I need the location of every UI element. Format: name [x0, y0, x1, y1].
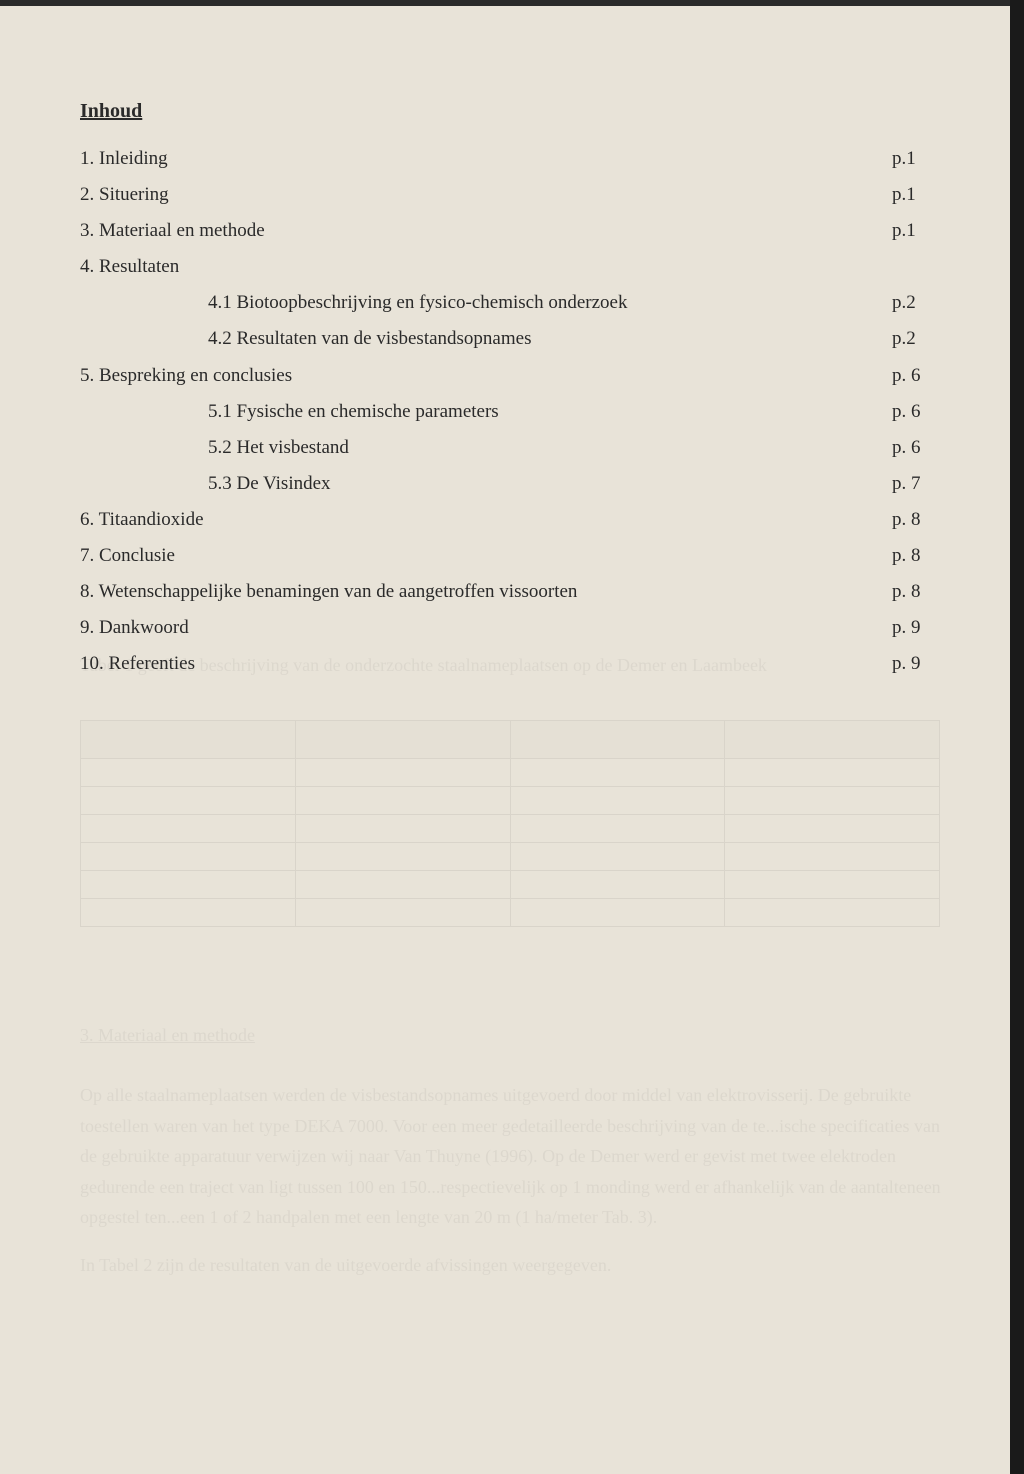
ghost-text-block: Tabel 1 geeft de beschrijving van de ond… [80, 650, 940, 681]
toc-entry-page: p. 9 [884, 610, 944, 646]
toc-entry-page: p. 8 [884, 538, 944, 574]
toc-entry: 5.2 Het visbestandp. 6 [80, 430, 944, 466]
toc-entry-page: p.2 [884, 285, 944, 321]
toc-entry-label: 5. Bespreking en conclusies [80, 358, 884, 394]
toc-entry-page: p. 7 [884, 466, 944, 502]
document-page: Inhoud 1. Inleidingp.12. Situeringp.13. … [0, 0, 1024, 742]
toc-entry-label: 5.1 Fysische en chemische parameters [80, 394, 884, 430]
toc-entry: 5.3 De Visindexp. 7 [80, 466, 944, 502]
toc-entry: 3. Materiaal en methodep.1 [80, 213, 944, 249]
toc-entry: 9. Dankwoordp. 9 [80, 610, 944, 646]
toc-entry: 8. Wetenschappelijke benamingen van de a… [80, 574, 944, 610]
toc-entry-page: p.1 [884, 141, 944, 177]
toc-entry-page: p. 6 [884, 394, 944, 430]
toc-entry-label: 8. Wetenschappelijke benamingen van de a… [80, 574, 884, 610]
toc-entry-page: p.1 [884, 177, 944, 213]
toc-entry-page: p.2 [884, 321, 944, 357]
toc-entry: 1. Inleidingp.1 [80, 141, 944, 177]
ghost-paragraph: Op alle staalnameplaatsen werden de visb… [80, 1080, 960, 1233]
toc-entry-page: p.1 [884, 213, 944, 249]
toc-entry-label: 7. Conclusie [80, 538, 884, 574]
toc-entry-label: 5.3 De Visindex [80, 466, 884, 502]
toc-list: 1. Inleidingp.12. Situeringp.13. Materia… [80, 141, 944, 682]
toc-entry: 4. Resultaten [80, 249, 944, 285]
toc-entry: 4.1 Biotoopbeschrijving en fysico-chemis… [80, 285, 944, 321]
toc-entry: 4.2 Resultaten van de visbestandsopnames… [80, 321, 944, 357]
toc-entry: 5. Bespreking en conclusiesp. 6 [80, 358, 944, 394]
toc-entry-label: 4. Resultaten [80, 249, 884, 285]
toc-entry-page: p. 8 [884, 574, 944, 610]
toc-entry: 7. Conclusiep. 8 [80, 538, 944, 574]
toc-entry: 5.1 Fysische en chemische parametersp. 6 [80, 394, 944, 430]
toc-entry-label: 9. Dankwoord [80, 610, 884, 646]
toc-entry-label: 2. Situering [80, 177, 884, 213]
toc-entry-label: 3. Materiaal en methode [80, 213, 884, 249]
ghost-table [80, 720, 940, 927]
toc-entry-label: 5.2 Het visbestand [80, 430, 884, 466]
toc-entry: 6. Titaandioxidep. 8 [80, 502, 944, 538]
toc-entry-label: 6. Titaandioxide [80, 502, 884, 538]
toc-entry-page: p. 6 [884, 430, 944, 466]
toc-entry-label: 1. Inleiding [80, 141, 884, 177]
toc-entry-label: 4.2 Resultaten van de visbestandsopnames [80, 321, 884, 357]
ghost-line: In Tabel 2 zijn de resultaten van de uit… [80, 1250, 940, 1281]
ghost-section-heading: 3. Materiaal en methode [80, 1020, 280, 1051]
toc-entry: 2. Situeringp.1 [80, 177, 944, 213]
toc-entry-page: p. 8 [884, 502, 944, 538]
toc-entry-label: 4.1 Biotoopbeschrijving en fysico-chemis… [80, 285, 884, 321]
toc-entry-page: p. 6 [884, 358, 944, 394]
toc-heading: Inhoud [80, 100, 944, 123]
